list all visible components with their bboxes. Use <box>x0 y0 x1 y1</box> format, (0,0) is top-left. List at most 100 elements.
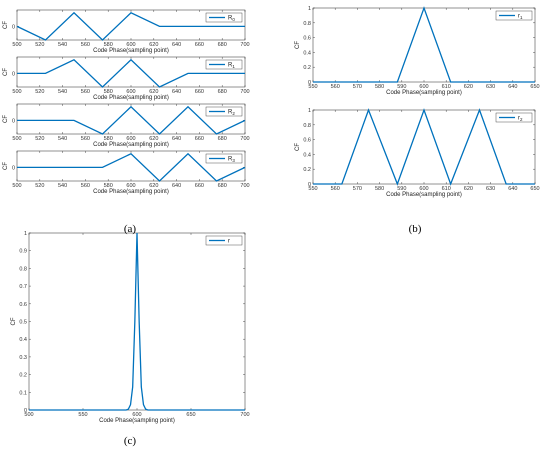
x-axis-label: Code Phase(sampling point) <box>386 192 462 198</box>
x-tick-label: 540 <box>58 42 67 48</box>
y-tick-label: 0 <box>308 182 311 188</box>
legend-label-main: R <box>228 15 233 21</box>
y-tick-label: 0.8 <box>303 21 311 27</box>
x-tick-label: 580 <box>375 186 384 192</box>
y-tick-label: 0 <box>308 80 311 86</box>
y-tick-label: 0.6 <box>19 302 27 308</box>
y-tick-label: 0.7 <box>19 284 27 290</box>
x-tick-label: 560 <box>81 136 90 142</box>
series-line-R1 <box>17 58 245 88</box>
y-tick-label: 0 <box>12 118 15 124</box>
x-tick-label: 610 <box>442 186 451 192</box>
x-tick-label: 650 <box>186 412 195 418</box>
x-tick-label: 640 <box>508 186 517 192</box>
x-tick-label: 600 <box>419 84 428 90</box>
x-tick-label: 560 <box>331 84 340 90</box>
chart-a1: 500 520 540 560 580 600 620 640 660 680 700 0 Code P… <box>3 9 250 54</box>
x-tick-label: 700 <box>240 42 249 48</box>
x-tick-label: 580 <box>104 136 113 142</box>
series-line-r2 <box>313 108 535 186</box>
y-axis-label: CF <box>3 21 9 29</box>
x-tick-label: 560 <box>81 89 90 95</box>
x-tick-label: 660 <box>195 89 204 95</box>
x-tick-label: 550 <box>308 186 317 192</box>
legend-label-main: R <box>228 62 233 68</box>
x-tick-label: 660 <box>195 42 204 48</box>
x-axis-label: Code Phase(sampling point) <box>93 189 169 195</box>
y-tick-label: 0 <box>24 408 27 414</box>
x-axis-label: Code Phase(sampling point) <box>93 48 169 54</box>
x-tick-label: 550 <box>78 412 87 418</box>
x-tick-label: 500 <box>12 89 21 95</box>
panel-label-a: (a) <box>124 223 137 235</box>
legend-label: r1 <box>518 13 523 20</box>
x-tick-label: 580 <box>375 84 384 90</box>
legend-label-sub: 0 <box>232 17 235 22</box>
y-tick-label: 1 <box>24 231 27 237</box>
x-axis-label: Code Phase(sampling point) <box>386 90 462 96</box>
y-axis-label: CF <box>3 162 9 170</box>
x-tick-label: 680 <box>218 183 227 189</box>
series-line-r1 <box>313 6 535 83</box>
legend-label-sub: 2 <box>520 117 523 122</box>
y-tick-label: 0.8 <box>303 123 311 129</box>
legend-label: r <box>228 238 230 244</box>
x-tick-label: 600 <box>126 89 135 95</box>
x-tick-label: 560 <box>81 42 90 48</box>
x-tick-label: 600 <box>126 183 135 189</box>
x-tick-label: 580 <box>104 183 113 189</box>
x-tick-label: 700 <box>240 89 249 95</box>
series-line-R0 <box>16 11 245 41</box>
chart-a4: 500 520 540 560 580 600 620 640 660 680 700 0 Code P… <box>3 150 250 195</box>
x-tick-label: 610 <box>442 84 451 90</box>
x-tick-label: 500 <box>24 412 33 418</box>
chart-a3: 500 520 540 560 580 600 620 640 660 680 700 0 Code P… <box>3 103 250 148</box>
x-tick-label: 500 <box>12 183 21 189</box>
y-tick-label: 0.4 <box>19 337 27 343</box>
x-tick-label: 620 <box>149 42 158 48</box>
y-tick-label: 0.2 <box>303 167 311 173</box>
y-axis-label: CF <box>3 115 9 123</box>
legend-label: R3 <box>228 156 235 163</box>
x-tick-label: 590 <box>397 84 406 90</box>
x-tick-label: 520 <box>35 89 44 95</box>
x-tick-label: 660 <box>195 136 204 142</box>
x-tick-label: 570 <box>353 186 362 192</box>
x-tick-label: 700 <box>240 183 249 189</box>
y-axis-label: CF <box>295 143 301 151</box>
x-tick-label: 680 <box>218 89 227 95</box>
x-tick-label: 600 <box>419 186 428 192</box>
x-axis-label: Code Phase(sampling point) <box>93 95 169 101</box>
legend-label: R1 <box>228 62 235 69</box>
panel-label-b: (b) <box>409 223 422 235</box>
y-tick-label: 1 <box>308 108 311 114</box>
chart-b1: 550 560 570 580 590 600 610 620 630 640 650 0 0.2 0.4… <box>295 6 540 96</box>
legend-label-main: R <box>228 156 233 162</box>
panel-label-c: (c) <box>124 435 137 447</box>
legend-label-main: r <box>518 13 520 19</box>
x-tick-label: 520 <box>35 183 44 189</box>
y-tick-label: 0.6 <box>303 138 311 144</box>
x-axis-label: Code Phase(sampling point) <box>93 142 169 148</box>
series-line-r <box>29 232 245 411</box>
x-tick-label: 630 <box>486 186 495 192</box>
y-tick-label: 0.5 <box>19 320 27 326</box>
legend-label-main: R <box>228 109 233 115</box>
y-tick-label: 1 <box>308 6 311 12</box>
x-tick-label: 500 <box>12 136 21 142</box>
y-tick-label: 0 <box>12 165 15 171</box>
x-tick-label: 660 <box>195 183 204 189</box>
x-tick-label: 540 <box>58 136 67 142</box>
legend-label-main: r <box>228 238 230 244</box>
chart-c: 500 550 600 650 700 0 0.1 0.2 0.3 0.4 0.5 0.6 0.7 0.8… <box>11 231 250 424</box>
y-tick-label: 0.9 <box>19 249 27 255</box>
plot-frame <box>312 109 536 185</box>
y-axis-label: CF <box>3 68 9 76</box>
x-tick-label: 560 <box>81 183 90 189</box>
x-tick-label: 580 <box>104 89 113 95</box>
x-tick-label: 540 <box>58 183 67 189</box>
x-tick-label: 620 <box>149 183 158 189</box>
x-tick-label: 650 <box>530 186 539 192</box>
x-tick-label: 500 <box>12 42 21 48</box>
y-tick-label: 0 <box>12 24 15 30</box>
